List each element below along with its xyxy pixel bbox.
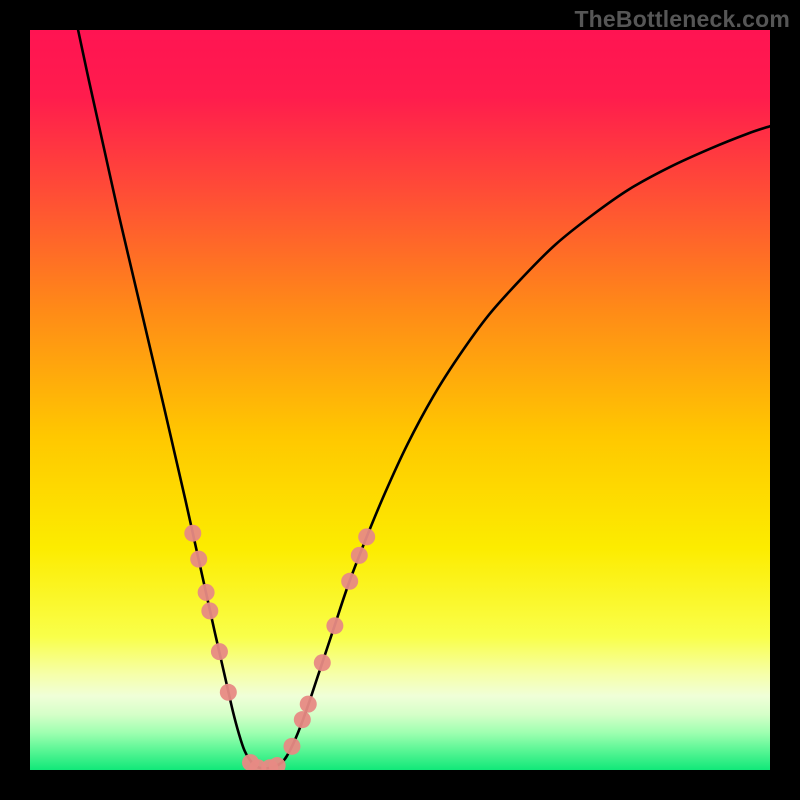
data-marker: [269, 757, 286, 770]
data-marker: [351, 547, 368, 564]
data-marker: [190, 551, 207, 568]
data-marker: [341, 573, 358, 590]
data-marker: [300, 696, 317, 713]
watermark-text: TheBottleneck.com: [574, 6, 790, 33]
data-marker: [326, 617, 343, 634]
data-marker: [211, 643, 228, 660]
data-marker: [294, 711, 311, 728]
data-marker: [201, 602, 218, 619]
chart-plot-area: [30, 30, 770, 770]
data-marker: [358, 528, 375, 545]
data-marker: [314, 654, 331, 671]
data-marker: [220, 684, 237, 701]
bottleneck-curve: [78, 30, 770, 768]
data-markers-group: [184, 525, 375, 770]
data-marker: [283, 738, 300, 755]
data-marker: [184, 525, 201, 542]
chart-svg: [30, 30, 770, 770]
data-marker: [198, 584, 215, 601]
